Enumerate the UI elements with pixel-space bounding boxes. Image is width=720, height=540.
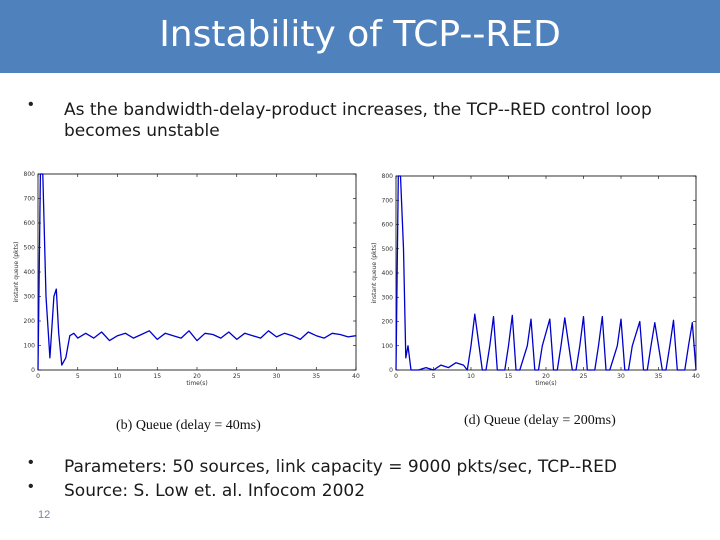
- x-tick-label: 5: [76, 373, 80, 380]
- bullet-glyph: •: [28, 454, 34, 471]
- y-tick-label: 800: [382, 173, 394, 180]
- slide-number: 12: [38, 509, 51, 521]
- y-tick-label: 300: [382, 294, 394, 301]
- x-axis-label: time(s): [535, 380, 556, 387]
- y-tick-label: 600: [24, 220, 36, 227]
- y-tick-label: 200: [24, 318, 36, 325]
- chart-caption-200ms: (d) Queue (delay = 200ms): [464, 413, 616, 428]
- y-tick-label: 100: [24, 343, 36, 350]
- x-tick-label: 40: [692, 373, 700, 380]
- y-tick-label: 600: [382, 222, 394, 229]
- y-tick-label: 300: [24, 294, 36, 301]
- y-tick-label: 700: [382, 197, 394, 204]
- bullet-glyph: •: [28, 478, 34, 495]
- x-tick-label: 35: [312, 373, 320, 380]
- y-tick-label: 700: [24, 196, 36, 203]
- x-tick-label: 5: [432, 373, 436, 380]
- x-tick-label: 20: [193, 373, 201, 380]
- y-tick-label: 400: [24, 269, 36, 276]
- x-tick-label: 10: [467, 373, 475, 380]
- x-tick-label: 20: [542, 373, 550, 380]
- y-tick-label: 200: [382, 319, 394, 326]
- y-axis-label: instant queue (pkts): [13, 242, 20, 303]
- bullet-instability: As the bandwidth-delay-product increases…: [64, 100, 652, 141]
- y-tick-label: 0: [31, 367, 35, 374]
- chart-delay-200ms: 0 5 10 15 20 25 30 35 40010020030040050060070080…: [371, 173, 700, 387]
- slide-title: Instability of TCP--RED: [159, 14, 561, 55]
- x-tick-label: 25: [580, 373, 588, 380]
- x-tick-label: 35: [655, 373, 663, 380]
- x-axis-label: time(s): [186, 380, 207, 387]
- bullet-parameters: Parameters: 50 sources, link capacity = …: [64, 457, 617, 477]
- x-tick-label: 10: [114, 373, 122, 380]
- bullet-source: Source: S. Low et. al. Infocom 2002: [64, 481, 366, 501]
- plot-frame: [395, 175, 697, 371]
- x-tick-label: 0: [394, 373, 398, 380]
- y-tick-label: 0: [389, 367, 393, 374]
- chart-delay-40ms: 0 5 10 15 20 25 30 35 40010020030040050060070080…: [13, 171, 360, 387]
- x-tick-label: 0: [36, 373, 40, 380]
- x-tick-label: 30: [273, 373, 281, 380]
- y-axis-label: instant queue (pkts): [371, 243, 378, 304]
- bullet-glyph: •: [28, 96, 34, 113]
- y-tick-label: 100: [382, 343, 394, 350]
- y-tick-label: 400: [382, 270, 394, 277]
- series-line: [37, 173, 357, 371]
- title-bar: [0, 0, 720, 73]
- x-tick-label: 40: [352, 373, 360, 380]
- x-tick-label: 30: [617, 373, 625, 380]
- x-tick-label: 15: [505, 373, 513, 380]
- y-tick-label: 500: [382, 246, 394, 253]
- series-line: [395, 175, 697, 371]
- y-tick-label: 500: [24, 245, 36, 252]
- y-tick-label: 800: [24, 171, 36, 178]
- x-tick-label: 25: [233, 373, 241, 380]
- chart-caption-40ms: (b) Queue (delay = 40ms): [116, 418, 261, 433]
- x-tick-label: 15: [153, 373, 161, 380]
